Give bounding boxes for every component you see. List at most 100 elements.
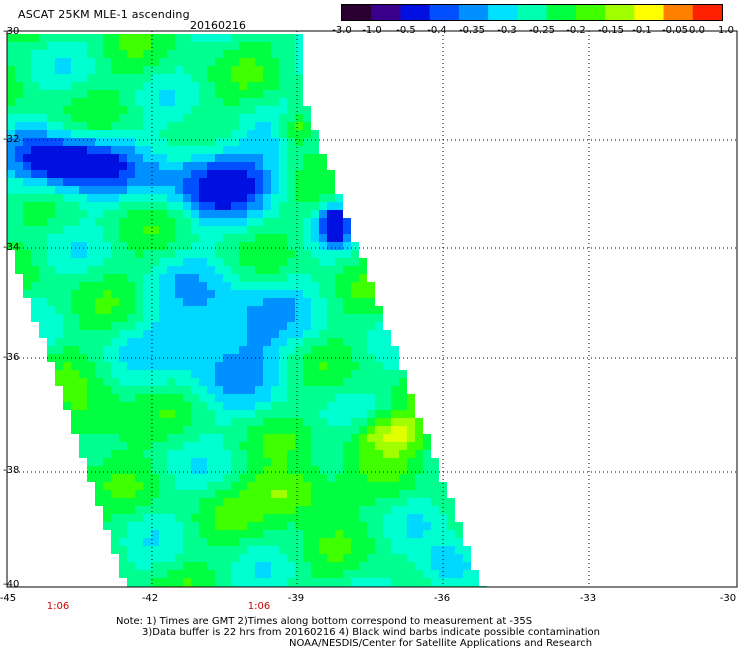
- swath-cell: [39, 258, 47, 266]
- swath-cell: [319, 554, 327, 562]
- swath-cell: [111, 186, 119, 194]
- swath-cell: [279, 274, 287, 282]
- swath-cell: [127, 338, 135, 346]
- swath-cell: [303, 418, 311, 426]
- swath-cell: [183, 498, 191, 506]
- swath-cell: [175, 226, 183, 234]
- swath-cell: [239, 290, 247, 298]
- swath-cell: [79, 290, 87, 298]
- swath-cell: [295, 490, 303, 498]
- swath-cell: [159, 458, 167, 466]
- swath-cell: [7, 178, 15, 186]
- swath-cell: [383, 474, 391, 482]
- swath-cell: [127, 82, 135, 90]
- swath-data-field: [7, 34, 487, 587]
- swath-cell: [255, 578, 263, 586]
- swath-cell: [199, 138, 207, 146]
- swath-cell: [95, 386, 103, 394]
- swath-cell: [175, 74, 183, 82]
- swath-cell: [175, 58, 183, 66]
- swath-cell: [311, 450, 319, 458]
- swath-cell: [127, 418, 135, 426]
- swath-cell: [55, 74, 63, 82]
- swath-cell: [87, 282, 95, 290]
- swath-cell: [119, 154, 127, 162]
- swath-cell: [55, 66, 63, 74]
- swath-cell: [111, 306, 119, 314]
- swath-cell: [175, 314, 183, 322]
- swath-cell: [343, 258, 351, 266]
- swath-cell: [367, 450, 375, 458]
- swath-cell: [343, 330, 351, 338]
- swath-cell: [263, 50, 271, 58]
- swath-cell: [71, 146, 79, 154]
- swath-cell: [143, 514, 151, 522]
- lat-label: -36: [3, 352, 20, 363]
- swath-cell: [319, 218, 327, 226]
- swath-cell: [255, 178, 263, 186]
- swath-cell: [327, 442, 335, 450]
- swath-cell: [103, 282, 111, 290]
- swath-cell: [239, 434, 247, 442]
- swath-cell: [327, 402, 335, 410]
- swath-cell: [215, 506, 223, 514]
- swath-cell: [23, 66, 31, 74]
- swath-cell: [95, 58, 103, 66]
- pass-time-label: 1:06: [247, 601, 271, 612]
- swath-cell: [383, 554, 391, 562]
- swath-cell: [183, 202, 191, 210]
- swath-cell: [79, 58, 87, 66]
- swath-cell: [127, 370, 135, 378]
- swath-cell: [199, 154, 207, 162]
- swath-cell: [159, 82, 167, 90]
- swath-cell: [183, 50, 191, 58]
- swath-cell: [279, 474, 287, 482]
- swath-cell: [71, 258, 79, 266]
- swath-cell: [127, 546, 135, 554]
- swath-cell: [207, 82, 215, 90]
- swath-cell: [335, 338, 343, 346]
- swath-cell: [271, 34, 279, 42]
- swath-cell: [71, 186, 79, 194]
- swath-cell: [239, 242, 247, 250]
- swath-cell: [31, 154, 39, 162]
- swath-cell: [7, 202, 15, 210]
- swath-cell: [167, 250, 175, 258]
- swath-cell: [191, 330, 199, 338]
- swath-cell: [263, 178, 271, 186]
- swath-cell: [359, 370, 367, 378]
- swath-cell: [359, 474, 367, 482]
- swath-cell: [135, 514, 143, 522]
- swath-cell: [223, 530, 231, 538]
- swath-cell: [63, 202, 71, 210]
- swath-cell: [207, 266, 215, 274]
- swath-cell: [127, 146, 135, 154]
- swath-cell: [439, 530, 447, 538]
- swath-cell: [271, 458, 279, 466]
- swath-cell: [175, 370, 183, 378]
- swath-cell: [167, 426, 175, 434]
- swath-cell: [127, 562, 135, 570]
- swath-cell: [31, 274, 39, 282]
- swath-cell: [159, 242, 167, 250]
- swath-cell: [143, 106, 151, 114]
- colorbar: [341, 4, 723, 21]
- swath-cell: [431, 482, 439, 490]
- swath-cell: [287, 330, 295, 338]
- swath-cell: [127, 538, 135, 546]
- swath-cell: [399, 386, 407, 394]
- swath-cell: [231, 514, 239, 522]
- swath-cell: [127, 290, 135, 298]
- swath-cell: [279, 50, 287, 58]
- swath-cell: [295, 522, 303, 530]
- swath-cell: [287, 194, 295, 202]
- swath-cell: [247, 58, 255, 66]
- swath-cell: [295, 378, 303, 386]
- swath-cell: [159, 90, 167, 98]
- swath-cell: [191, 434, 199, 442]
- swath-cell: [143, 426, 151, 434]
- swath-cell: [103, 362, 111, 370]
- swath-cell: [103, 338, 111, 346]
- swath-cell: [71, 170, 79, 178]
- swath-cell: [263, 58, 271, 66]
